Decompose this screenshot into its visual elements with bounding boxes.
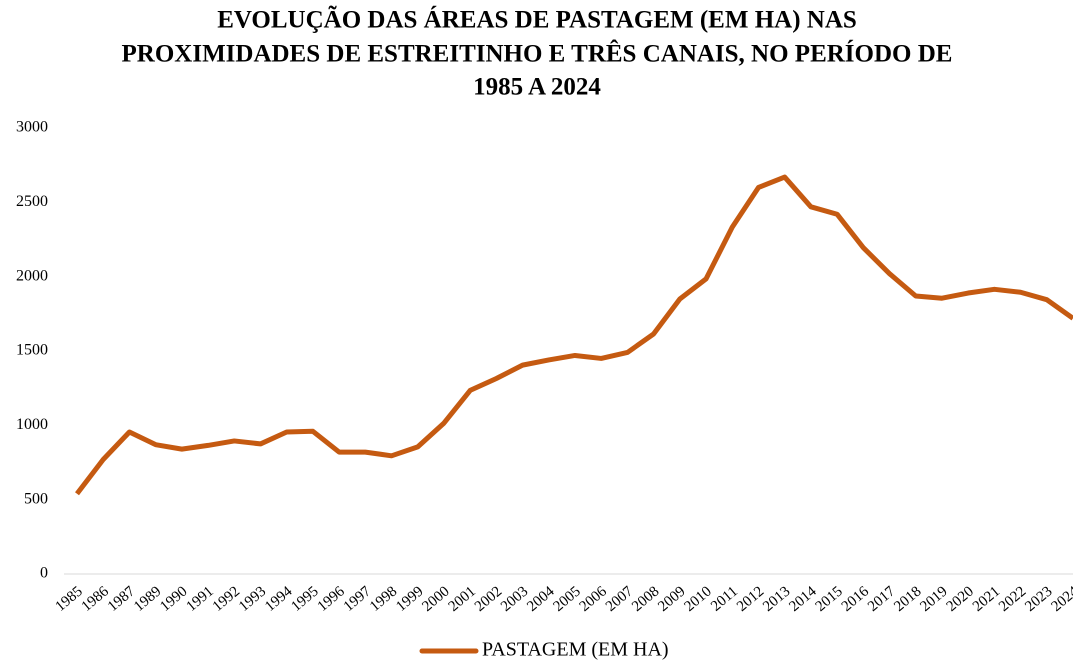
y-tick-label: 2500 [16,193,48,210]
x-tick-label: 1992 [210,583,243,615]
x-tick-label: 2011 [708,583,741,614]
legend-label: PASTAGEM (EM HA) [482,639,669,660]
x-tick-label: 2015 [813,583,846,615]
x-tick-label: 1995 [288,583,321,615]
chart-title: PROXIMIDADES DE ESTREITINHO E TRÊS CANAI… [122,40,953,68]
x-tick-label: 2019 [917,583,950,615]
x-tick-label: 2012 [734,583,767,615]
x-tick-label: 2014 [786,583,820,615]
x-tick-label: 1999 [393,583,426,615]
x-tick-label: 1985 [53,583,86,615]
x-tick-label: 2008 [629,583,662,615]
x-tick-label: 1997 [341,583,375,615]
x-tick-label: 2010 [682,583,715,615]
chart-title: 1985 A 2024 [473,74,601,101]
x-tick-label: 2000 [419,583,452,615]
x-tick-label: 1993 [236,583,269,615]
chart-title: EVOLUÇÃO DAS ÁREAS DE PASTAGEM (EM HA) N… [217,6,857,34]
y-tick-label: 1500 [16,342,48,359]
x-tick-label: 1990 [157,583,190,615]
x-tick-label: 2021 [970,583,1003,615]
y-tick-label: 3000 [16,119,48,136]
x-tick-label: 1998 [367,583,400,615]
x-tick-label: 2009 [655,583,688,615]
x-tick-label: 2024 [1049,583,1073,615]
x-tick-label: 1986 [79,583,113,615]
y-tick-label: 1000 [16,416,48,433]
x-tick-label: 2013 [760,583,793,615]
x-tick-label: 1991 [184,583,217,615]
x-tick-label: 2016 [839,583,873,615]
x-tick-label: 1994 [262,583,296,615]
x-tick-label: 2005 [551,583,584,615]
y-tick-label: 2000 [16,267,48,284]
x-tick-label: 2023 [1022,583,1055,615]
x-tick-label: 2007 [603,583,637,615]
y-tick-label: 500 [24,490,48,507]
x-tick-label: 2020 [944,583,977,615]
x-tick-label: 1987 [105,583,139,615]
x-tick-label: 2018 [891,583,924,615]
x-tick-label: 1989 [131,583,164,615]
x-tick-label: 2017 [865,583,899,615]
data-line [75,174,1073,496]
x-tick-label: 2001 [446,583,479,615]
x-tick-label: 2003 [498,583,531,615]
y-tick-label: 0 [40,565,48,582]
x-tick-label: 2004 [524,583,558,615]
x-tick-label: 2022 [996,583,1029,615]
x-tick-label: 1996 [315,583,349,615]
x-tick-label: 2002 [472,583,505,615]
x-tick-label: 2006 [577,583,611,615]
